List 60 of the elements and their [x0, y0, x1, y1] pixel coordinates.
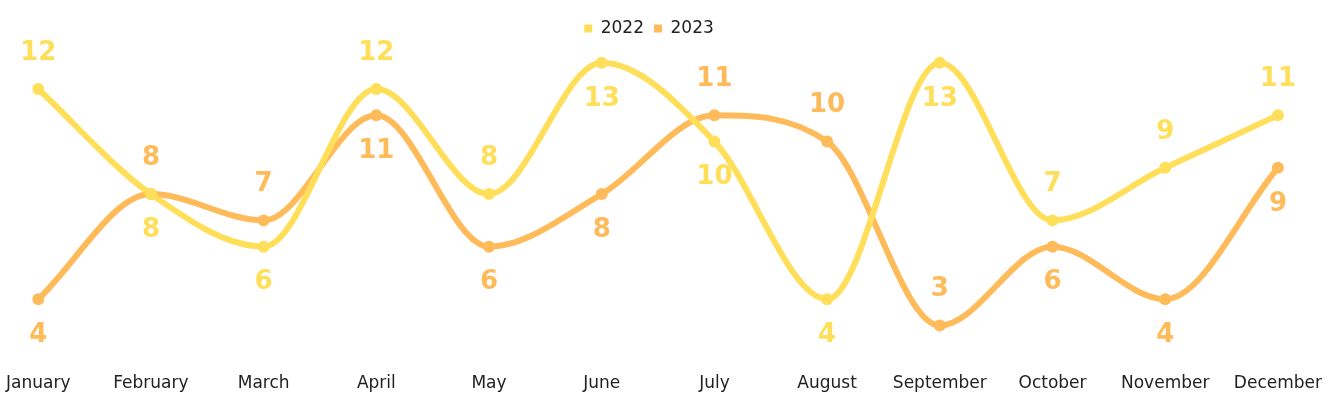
data-label: 11 — [696, 62, 733, 93]
x-tick-label: August — [797, 372, 858, 393]
data-label: 11 — [1259, 62, 1297, 93]
point — [1159, 293, 1172, 306]
point — [933, 56, 946, 69]
data-label: 3 — [930, 272, 949, 303]
point — [595, 188, 608, 201]
point — [370, 109, 383, 122]
x-tick-label: May — [471, 372, 507, 393]
legend-label: 2022 — [600, 16, 644, 37]
data-label: 6 — [254, 265, 273, 296]
point — [821, 293, 834, 306]
x-tick-label: March — [237, 372, 290, 393]
data-label: 8 — [592, 212, 611, 243]
data-label: 6 — [1043, 265, 1062, 296]
data-label: 13 — [921, 81, 958, 112]
data-label: 8 — [479, 140, 499, 171]
x-tick-label: October — [1018, 372, 1087, 393]
point — [32, 293, 45, 306]
data-label: 10 — [696, 160, 733, 191]
point — [933, 319, 946, 332]
legend-label: 2023 — [670, 16, 714, 37]
data-label: 7 — [254, 167, 273, 198]
data-label: 10 — [809, 88, 846, 119]
data-label: 4 — [818, 317, 837, 348]
data-label: 12 — [20, 35, 57, 66]
x-tick-label: April — [356, 372, 396, 393]
point — [708, 109, 721, 122]
data-label: 13 — [583, 81, 620, 112]
x-tick-label: January — [5, 372, 71, 393]
point — [1046, 240, 1059, 253]
data-label: 11 — [358, 134, 395, 165]
data-label: 9 — [1156, 114, 1175, 145]
point — [1159, 161, 1172, 174]
data-label: 8 — [141, 140, 160, 171]
data-label: 4 — [29, 317, 48, 348]
point — [257, 214, 270, 227]
x-tick-label: November — [1121, 372, 1210, 393]
point — [821, 135, 834, 148]
point — [32, 83, 45, 96]
point — [1271, 161, 1284, 174]
data-label: 6 — [479, 265, 499, 296]
point — [483, 188, 496, 201]
point — [257, 240, 270, 253]
x-tick-label: July — [698, 372, 730, 393]
data-label: 8 — [141, 212, 160, 243]
x-tick-label: February — [113, 372, 189, 393]
point — [370, 83, 383, 96]
x-tick-label: December — [1233, 372, 1323, 393]
data-label: 9 — [1268, 186, 1287, 217]
x-tick-label: June — [582, 372, 621, 393]
x-tick-label: September — [892, 372, 987, 393]
point — [595, 56, 608, 69]
data-label: 7 — [1043, 167, 1062, 198]
data-label: 12 — [358, 35, 395, 66]
point — [1271, 109, 1284, 122]
point — [708, 135, 721, 148]
point — [483, 240, 496, 253]
data-label: 4 — [1156, 317, 1175, 348]
point — [1046, 214, 1059, 227]
